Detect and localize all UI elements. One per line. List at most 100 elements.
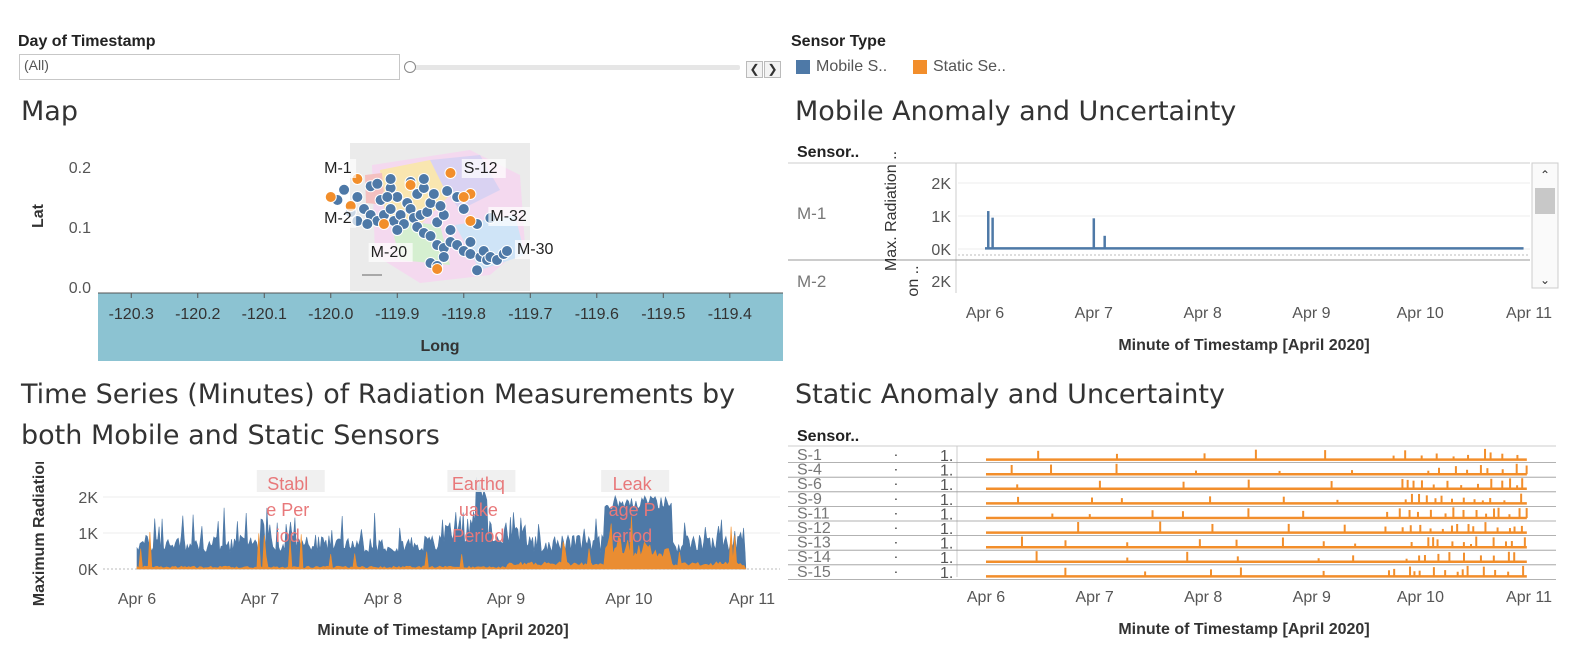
map-point-label: M-30 — [517, 241, 554, 258]
map-label-bg — [488, 207, 533, 226]
map-point-static[interactable] — [444, 167, 457, 179]
mobile-y-tick-label: 0K — [931, 242, 951, 259]
static-value-label: 1. — [940, 521, 953, 538]
scroll-up-icon[interactable]: ⌃ — [1540, 168, 1550, 182]
static-x-tick-label: Apr 7 — [1075, 589, 1113, 606]
map-title: Map — [21, 96, 78, 127]
ts-x-tick-label: Apr 9 — [487, 591, 525, 608]
ts-annotation-line: e Per — [266, 500, 309, 520]
mobile-x-tick-label: Apr 8 — [1183, 305, 1221, 322]
legend-item-mobile[interactable]: Mobile S.. — [796, 58, 887, 76]
static-x-tick-label: Apr 10 — [1397, 589, 1444, 606]
map-point-mobile[interactable] — [437, 251, 450, 263]
map-point-mobile[interactable] — [351, 191, 364, 203]
static-dot-marker: . — [894, 501, 898, 517]
map-x-tick-label: -119.8 — [442, 306, 486, 323]
ts-annotation-line: Period — [452, 526, 504, 546]
static-sensor-label: S-12 — [797, 520, 831, 537]
ts-static-series[interactable] — [136, 516, 747, 570]
static-dot-marker: . — [894, 560, 898, 576]
static-x-tick-label: Apr 11 — [1506, 589, 1552, 606]
map-x-tick-label: -119.5 — [641, 306, 685, 323]
static-swatch — [913, 60, 927, 74]
day-slider-handle[interactable] — [404, 61, 416, 73]
map-point-mobile[interactable] — [444, 224, 457, 236]
map-point-static[interactable] — [404, 179, 417, 191]
map-point-mobile[interactable] — [501, 245, 514, 257]
ts-mobile-series[interactable] — [136, 477, 747, 570]
map-point-label: M-2 — [324, 210, 352, 227]
mobile-row-header: Sensor.. — [797, 144, 859, 161]
map-x-tick-label: -119.6 — [575, 306, 619, 323]
map-point-mobile[interactable] — [361, 218, 374, 230]
map-point-mobile[interactable] — [441, 185, 454, 197]
map-point-static[interactable] — [324, 191, 337, 203]
static-value-label: 1. — [940, 492, 953, 509]
ts-x-tick-label: Apr 7 — [241, 591, 279, 608]
map-point-mobile[interactable] — [384, 203, 397, 215]
static-sensor-label: S-6 — [797, 476, 822, 493]
legend-label-mobile: Mobile S.. — [816, 58, 888, 75]
static-value-label: 1. — [940, 565, 953, 582]
map-point-mobile[interactable] — [434, 200, 447, 212]
legend-item-static[interactable]: Static Se.. — [913, 58, 1006, 76]
map-y-axis-label: Lat — [30, 203, 47, 228]
map-x-tick-label: -119.7 — [508, 306, 552, 323]
map-point-label: M-1 — [324, 160, 352, 177]
map-point-mobile[interactable] — [391, 191, 404, 203]
map-point-mobile[interactable] — [371, 177, 384, 190]
mobile-scrollbar[interactable] — [1531, 162, 1559, 289]
static-anomaly-chart[interactable]: Sensor.. S-1. 1. S-4. 1. S-6. 1. S-9. 1. S-11. 1.… — [788, 420, 1573, 660]
map-x-tick-label: -119.9 — [375, 306, 419, 323]
map-chart[interactable]: 0.2 0.1 0.0 -120.3 -120.2 -120.1 -120.0 -119.9… — [0, 135, 790, 365]
map-x-axis-label: Long — [420, 338, 459, 355]
map-point-static[interactable] — [464, 215, 477, 227]
map-label-bg — [368, 243, 413, 262]
map-point-mobile[interactable] — [464, 248, 477, 260]
prev-step-button[interactable]: ❮ — [746, 61, 763, 78]
map-point-mobile[interactable] — [384, 173, 397, 185]
map-point-static[interactable] — [377, 218, 390, 230]
static-x-tick-label: Apr 8 — [1184, 589, 1222, 606]
map-point-static[interactable] — [431, 263, 444, 275]
static-value-label: 1. — [940, 550, 953, 567]
map-y-tick-label: 0.0 — [69, 280, 91, 297]
mobile-anomaly-chart[interactable]: Sensor.. M-1 M-2 Max. Radiation .. on ..… — [788, 135, 1573, 365]
static-sensor-label: S-15 — [797, 564, 831, 581]
ts-annotation-line: Earthq — [452, 474, 505, 494]
x-axis-band[interactable] — [98, 293, 783, 361]
day-filter-dropdown[interactable]: (All) — [19, 54, 400, 80]
map-label-bg — [322, 208, 357, 228]
next-step-button[interactable]: ❯ — [764, 61, 781, 78]
ts-annotation-line: Leak — [613, 474, 653, 494]
scroll-down-icon[interactable]: ⌄ — [1540, 273, 1550, 287]
map-point-mobile[interactable] — [391, 224, 404, 236]
static-value-label: 1. — [940, 448, 953, 465]
static-x-axis-label: Minute of Timestamp [April 2020] — [1118, 621, 1369, 638]
time-series-chart[interactable]: Maximum Radiation .. 2K 1K 0K Stabl e Per io… — [0, 462, 790, 662]
static-dot-marker: . — [894, 545, 898, 561]
map-point-mobile[interactable] — [464, 236, 477, 248]
map-point-mobile[interactable] — [471, 264, 484, 277]
ts-x-tick-label: Apr 10 — [605, 591, 652, 608]
ts-annotation-line: eriod — [612, 526, 652, 546]
map-point-mobile[interactable] — [417, 173, 430, 185]
mobile-sensor-label-m1: M-1 — [797, 204, 826, 223]
ts-annotation-bg — [601, 470, 670, 492]
mobile-y-axis-label: Max. Radiation .. — [883, 151, 900, 271]
map-point-mobile[interactable] — [457, 203, 470, 215]
map-point-label: M-32 — [490, 208, 527, 225]
map-point-mobile[interactable] — [427, 188, 440, 200]
map-point-mobile[interactable] — [381, 191, 394, 203]
mobile-x-tick-label: Apr 6 — [966, 305, 1004, 322]
map-label-bg — [461, 159, 506, 178]
day-slider-track[interactable] — [410, 65, 740, 70]
mobile-scroll-thumb[interactable] — [1535, 188, 1555, 214]
mobile-anomaly-title: Mobile Anomaly and Uncertainty — [795, 96, 1237, 127]
map-y-tick-label: 0.2 — [69, 160, 91, 177]
map-point-mobile[interactable] — [338, 183, 351, 196]
sensor-type-legend-title: Sensor Type — [791, 33, 886, 50]
map-point-mobile[interactable] — [424, 230, 437, 242]
map-point-static[interactable] — [457, 191, 470, 203]
mobile-x-axis-label: Minute of Timestamp [April 2020] — [1118, 337, 1369, 354]
